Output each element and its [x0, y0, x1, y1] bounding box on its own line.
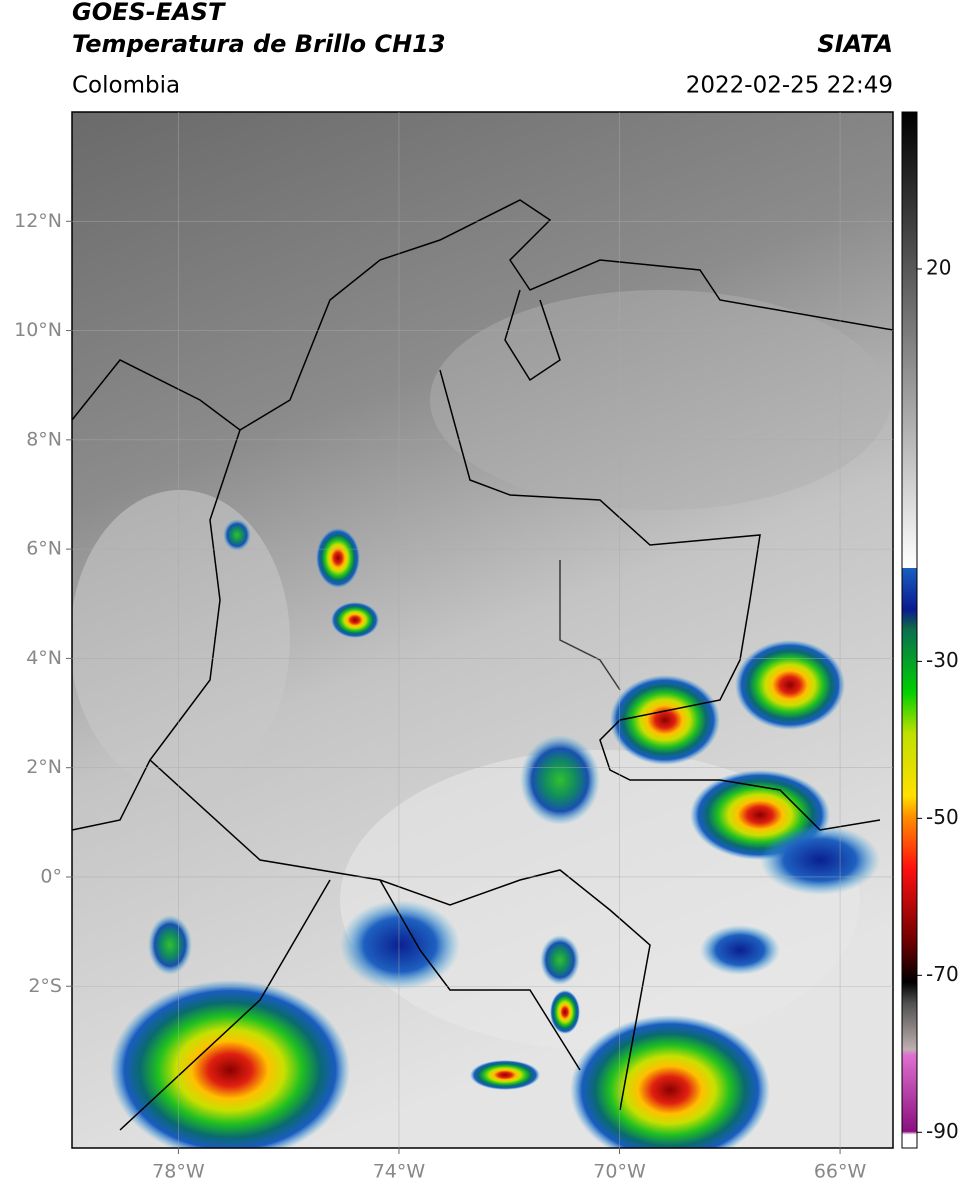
y-tick-label: 10°N	[14, 319, 62, 341]
y-tick-label: 2°S	[28, 975, 62, 997]
cloud	[430, 290, 890, 510]
y-tick-label: 0°	[40, 865, 62, 887]
y-tick-label: 12°N	[14, 210, 62, 232]
colorbar-tick-label: -30	[926, 648, 959, 672]
x-tick-label: 78°W	[152, 1161, 205, 1183]
colorbar	[901, 111, 918, 1149]
x-tick-label: 70°W	[593, 1161, 646, 1183]
colorbar-tick-label: -50	[926, 805, 959, 829]
storms	[110, 519, 880, 1148]
map-image	[72, 112, 893, 1148]
colorbar-tick-label: 20	[926, 255, 951, 279]
y-tick-label: 4°N	[26, 647, 62, 669]
colorbar-tick-label: -90	[926, 1119, 959, 1143]
cloud	[72, 490, 290, 790]
source: SIATA	[817, 30, 893, 58]
borders	[72, 199, 893, 1131]
y-tick-label: 6°N	[26, 538, 62, 560]
x-tick-label: 74°W	[373, 1161, 426, 1183]
region: Colombia	[72, 73, 180, 99]
x-tick-label: 66°W	[814, 1161, 867, 1183]
y-tick-label: 8°N	[26, 428, 62, 450]
title: GOES-EAST	[72, 0, 226, 26]
y-tick-label: 2°N	[26, 756, 62, 778]
subtitle: Temperatura de Brillo CH13	[72, 30, 446, 58]
colorbar-tick-label: -70	[926, 962, 959, 986]
datetime: 2022-02-25 22:49	[686, 73, 893, 99]
map-frame	[71, 111, 894, 1149]
